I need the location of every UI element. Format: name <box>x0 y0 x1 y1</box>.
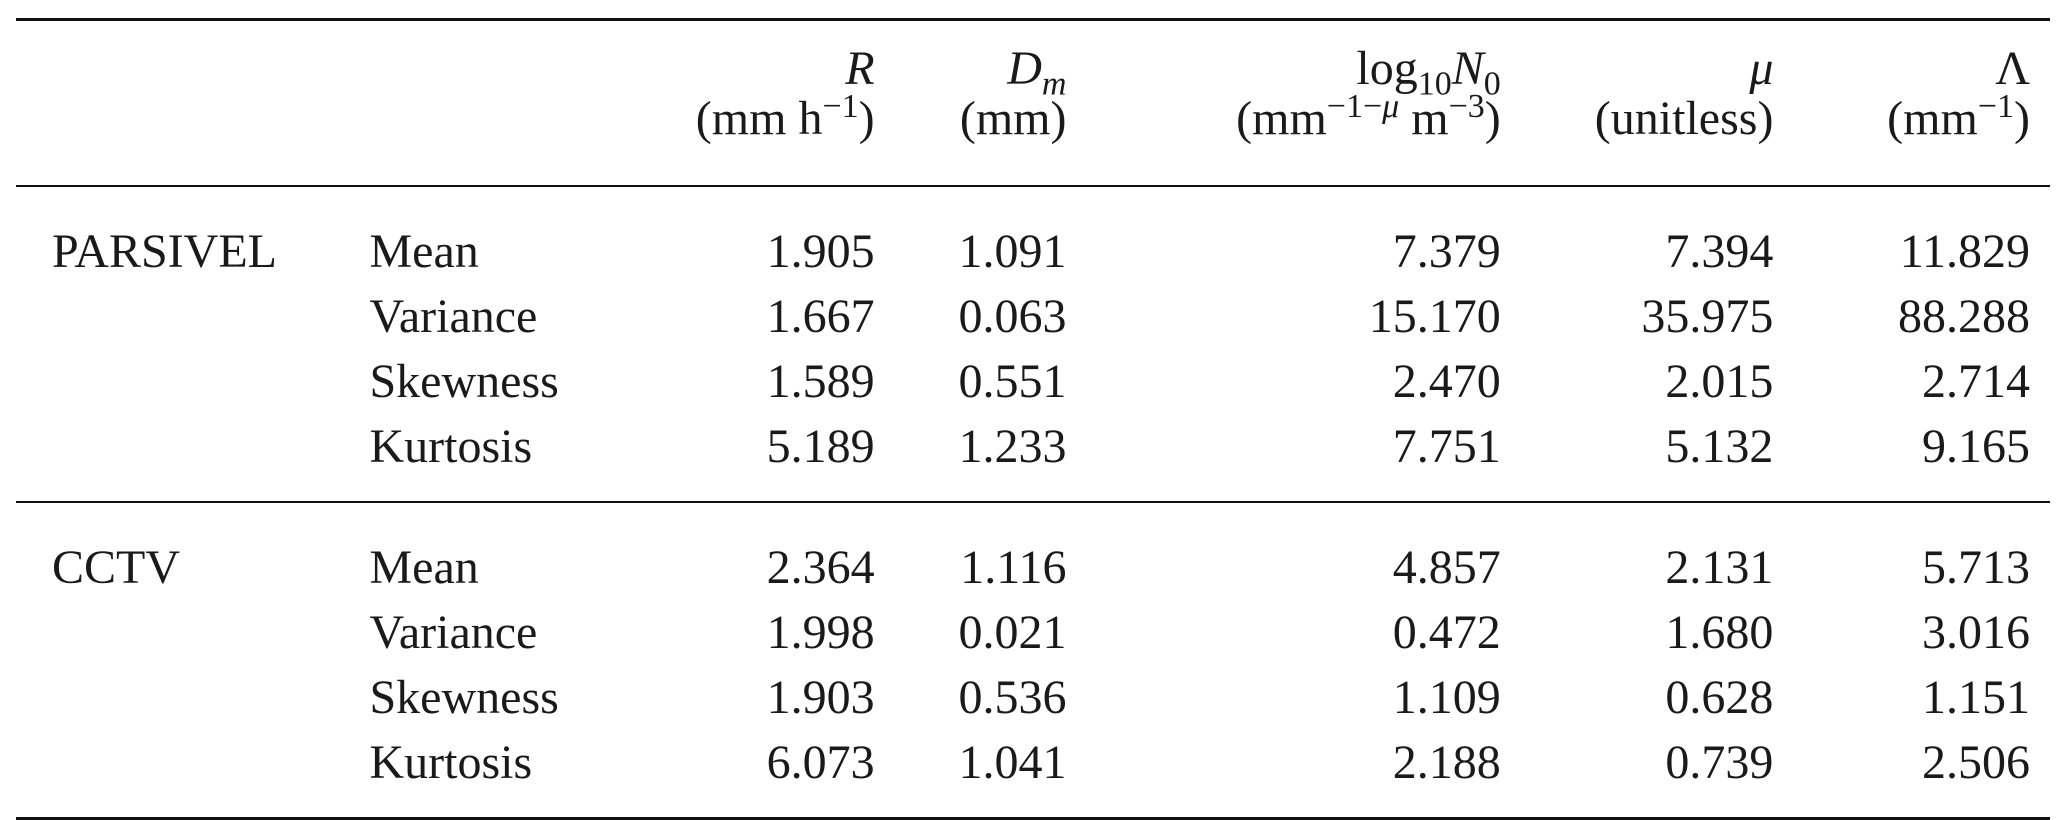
statistic-label: Variance <box>369 289 538 343</box>
header-mu-symbol: μ <box>1749 42 1774 95</box>
cell-log-n0: 7.379 <box>1392 224 1501 278</box>
header-n0-symbol: log10N0 <box>1356 42 1501 103</box>
cell-lambda: 1.151 <box>1922 670 2030 724</box>
group-label <box>16 665 369 730</box>
cell-log-n0: 1.109 <box>1392 670 1501 724</box>
cell-dm: 0.536 <box>958 670 1067 724</box>
group-label: PARSIVEL <box>52 224 277 278</box>
cell-lambda: 9.165 <box>1922 419 2030 473</box>
cell-r: 6.073 <box>766 735 875 789</box>
statistic-label: Variance <box>369 605 538 659</box>
header-empty-group <box>16 20 369 94</box>
cell-r: 5.189 <box>766 419 875 473</box>
cell-mu: 2.131 <box>1665 540 1774 594</box>
cell-mu: 7.394 <box>1665 224 1774 278</box>
group-label <box>16 730 369 819</box>
cell-mu: 0.739 <box>1665 735 1774 789</box>
table-row: Skewness 1.589 0.551 2.470 2.015 2.714 <box>16 349 2050 414</box>
group-label <box>16 284 369 349</box>
group-label: CCTV <box>52 540 181 594</box>
cell-log-n0: 7.751 <box>1392 419 1501 473</box>
table-header: R Dm log10N0 μ Λ (mm h−1) (mm) (mm−1−μ m… <box>16 19 2050 187</box>
cell-r: 1.589 <box>766 354 875 408</box>
cell-log-n0: 15.170 <box>1368 289 1501 343</box>
statistics-table: R Dm log10N0 μ Λ (mm h−1) (mm) (mm−1−μ m… <box>16 18 2050 820</box>
cell-mu: 35.975 <box>1641 289 1774 343</box>
header-dm-symbol: Dm <box>1007 42 1067 103</box>
cell-mu: 2.015 <box>1665 354 1774 408</box>
cell-dm: 1.233 <box>958 419 1067 473</box>
cell-r: 1.998 <box>766 605 875 659</box>
header-n0-unit: (mm−1−μ m−3) <box>1236 88 1501 145</box>
table-row: PARSIVEL Mean 1.905 1.091 7.379 7.394 11.829 <box>16 186 2050 284</box>
group-label <box>16 600 369 665</box>
cell-r: 1.905 <box>766 224 875 278</box>
cell-log-n0: 2.470 <box>1392 354 1501 408</box>
statistic-label: Skewness <box>369 670 559 724</box>
cell-lambda: 11.829 <box>1899 224 2030 278</box>
table-row: Variance 1.998 0.021 0.472 1.680 3.016 <box>16 600 2050 665</box>
cell-r: 1.903 <box>766 670 875 724</box>
cell-dm: 0.021 <box>958 605 1067 659</box>
header-r-symbol: R <box>845 42 875 95</box>
statistic-label: Kurtosis <box>369 419 533 473</box>
header-r-unit: (mm h−1) <box>695 88 875 145</box>
table-row: Skewness 1.903 0.536 1.109 0.628 1.151 <box>16 665 2050 730</box>
header-lambda-unit: (mm−1) <box>1887 88 2030 145</box>
cell-dm: 1.041 <box>958 735 1067 789</box>
cell-lambda: 5.713 <box>1922 540 2030 594</box>
cell-r: 2.364 <box>766 540 875 594</box>
cell-mu: 5.132 <box>1665 419 1774 473</box>
statistics-table-container: R Dm log10N0 μ Λ (mm h−1) (mm) (mm−1−μ m… <box>16 18 2050 820</box>
cell-lambda: 2.714 <box>1922 354 2030 408</box>
header-empty-stat <box>369 20 642 94</box>
header-dm-unit: (mm) <box>959 92 1067 145</box>
table-body: PARSIVEL Mean 1.905 1.091 7.379 7.394 11.829 Va… <box>16 186 2050 819</box>
cell-r: 1.667 <box>766 289 875 343</box>
cell-log-n0: 2.188 <box>1392 735 1501 789</box>
cell-dm: 1.091 <box>958 224 1067 278</box>
header-empty-group-unit <box>16 93 369 186</box>
cell-log-n0: 4.857 <box>1392 540 1501 594</box>
cell-mu: 1.680 <box>1665 605 1774 659</box>
cell-dm: 0.063 <box>958 289 1067 343</box>
cell-log-n0: 0.472 <box>1392 605 1501 659</box>
statistic-label: Mean <box>369 540 479 594</box>
cell-lambda: 3.016 <box>1922 605 2030 659</box>
statistic-label: Mean <box>369 224 479 278</box>
table-row: Kurtosis 5.189 1.233 7.751 5.132 9.165 <box>16 414 2050 502</box>
cell-mu: 0.628 <box>1665 670 1774 724</box>
cell-dm: 0.551 <box>958 354 1067 408</box>
header-empty-stat-unit <box>369 93 642 186</box>
group-label <box>16 349 369 414</box>
group-label <box>16 414 369 502</box>
header-mu-unit: (unitless) <box>1594 92 1774 145</box>
table-row: Kurtosis 6.073 1.041 2.188 0.739 2.506 <box>16 730 2050 819</box>
header-lambda-symbol: Λ <box>1995 42 2030 95</box>
statistic-label: Skewness <box>369 354 559 408</box>
cell-dm: 1.116 <box>960 540 1067 594</box>
table-row: Variance 1.667 0.063 15.170 35.975 88.288 <box>16 284 2050 349</box>
cell-lambda: 2.506 <box>1922 735 2030 789</box>
table-row: CCTV Mean 2.364 1.116 4.857 2.131 5.713 <box>16 502 2050 600</box>
statistic-label: Kurtosis <box>369 735 533 789</box>
cell-lambda: 88.288 <box>1898 289 2030 343</box>
